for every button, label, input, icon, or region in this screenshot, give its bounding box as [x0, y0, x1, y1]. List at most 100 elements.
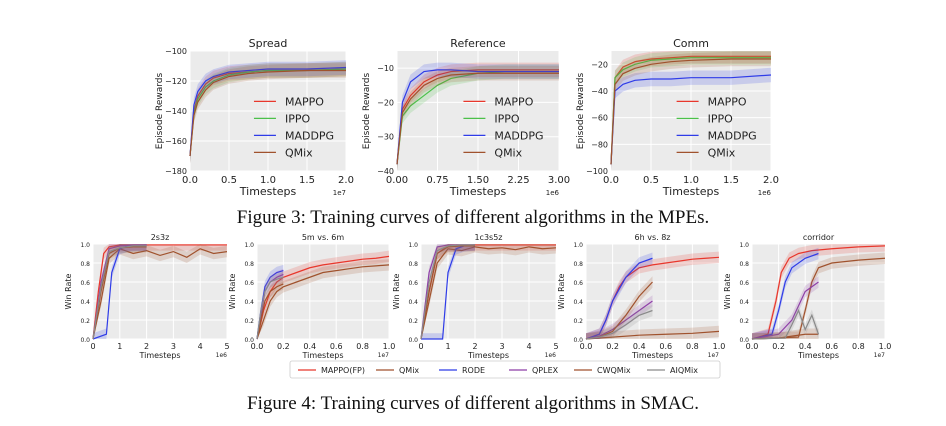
chart-title: Spread	[249, 37, 288, 50]
x-tick-label: 0.5	[221, 175, 237, 186]
x-tick-label: 0.0	[746, 342, 759, 351]
y-tick-label: 0.6	[408, 280, 418, 287]
y-tick-label: 0.4	[573, 299, 583, 306]
x-axis-label: Timesteps	[631, 351, 673, 360]
y-tick-label: −120	[165, 77, 187, 86]
x-tick-label: 1.0	[383, 342, 396, 351]
series-band-MAPPO(FP)	[586, 251, 719, 339]
series-line-AIQMix	[751, 308, 820, 340]
x-tick-label: 3.00	[548, 175, 570, 186]
x-axis-label: Timesteps	[301, 351, 343, 360]
y-tick-label: 1.0	[80, 242, 90, 249]
series-band-MAPPO	[190, 61, 346, 164]
x-scale-label: 1e6	[546, 189, 560, 197]
legend-label-RODE: RODE	[462, 366, 485, 375]
x-axis-label: Timesteps	[449, 185, 507, 198]
y-tick-label: 0.8	[573, 261, 583, 268]
x-tick-label: 0.4	[799, 342, 812, 351]
plot-background	[586, 244, 719, 339]
y-tick-label: −140	[165, 107, 187, 116]
x-axis-label: Timesteps	[797, 351, 839, 360]
x-tick-label: 0.2	[772, 342, 785, 351]
y-axis-label: Episode Rewards	[576, 72, 586, 149]
series-band-AIQMix	[93, 244, 147, 339]
x-axis-label: Timesteps	[662, 185, 720, 198]
x-tick-label: 1.0	[879, 342, 892, 351]
x-scale-label: 1e7	[874, 352, 886, 359]
x-tick-label: 0.0	[182, 175, 198, 186]
legend-box	[289, 360, 721, 379]
series-band-MAPPO(FP)	[752, 244, 885, 339]
x-scale-label: 1e7	[333, 189, 346, 197]
x-tick-label: 0.4	[303, 342, 316, 351]
figure4-caption: Figure 4: Training curves of different a…	[247, 393, 699, 414]
x-scale-label: 1e6	[545, 352, 557, 359]
chart-0: 0.0 0.5 1.0 1.5 2.0 −180 −160 −140 −120 −100 Sprea…	[155, 37, 354, 198]
chart-title: Reference	[450, 37, 506, 50]
y-tick-label: 0.6	[80, 280, 90, 287]
y-tick-label: 0.8	[244, 261, 254, 268]
x-tick-label: 0.8	[852, 342, 865, 351]
series-band-CWQMix	[257, 278, 284, 339]
legend-label-IPPO: IPPO	[708, 112, 734, 125]
series-line-QMix	[256, 264, 390, 340]
y-tick-label: 0.4	[244, 299, 254, 306]
chart-2: 0.0 0.5 1.0 1.5 2.0 −100 −80 −60 −40 −20 Comm Times…	[576, 37, 779, 198]
legend-label-MADDPG: MADDPG	[285, 129, 334, 142]
y-tick-label: 1.0	[244, 242, 254, 249]
series-band-RODE	[752, 247, 819, 339]
y-tick-label: −20	[377, 98, 394, 107]
y-tick-label: 0.6	[739, 280, 749, 287]
chart-title: 1c3s5z	[474, 233, 502, 242]
y-tick-label: −60	[591, 114, 608, 123]
plot-background	[257, 244, 389, 339]
series-line-MADDPG	[610, 74, 772, 165]
y-tick-label: −10	[377, 64, 394, 73]
y-tick-label: 0.0	[80, 337, 90, 344]
x-tick-label: 0	[418, 342, 423, 351]
series-line-CWQMix	[92, 246, 147, 340]
series-band-MADDPG	[611, 67, 771, 171]
y-tick-label: 1.0	[739, 242, 749, 249]
series-band-QPLEX	[586, 295, 653, 339]
x-axis-label: Timesteps	[138, 351, 180, 360]
chart-6: 0.0 0.2 0.4 0.6 0.8 1.0 0.0 0.2 0.4 0.6 0.8 1.0 6h v…	[557, 233, 725, 360]
series-line-QMix	[396, 72, 559, 165]
chart-title: 6h vs. 8z	[635, 233, 671, 242]
series-band-IPPO	[397, 64, 559, 171]
legend-label-MADDPG: MADDPG	[494, 129, 543, 142]
chart-title: corridor	[803, 233, 835, 242]
y-tick-label: −100	[165, 47, 187, 56]
series-line-CWQMix	[256, 283, 284, 340]
x-axis-label: Timesteps	[467, 351, 509, 360]
series-line-QPLEX	[92, 244, 147, 340]
series-line-QMix	[189, 69, 346, 157]
series-line-QPLEX	[751, 281, 819, 340]
y-axis-label: Episode Rewards	[155, 72, 165, 149]
y-axis-label: Episode Rewards	[362, 72, 372, 149]
x-scale-label: 1e6	[216, 352, 228, 359]
x-tick-label: 0.6	[659, 342, 672, 351]
series-line-RODE	[585, 257, 653, 340]
y-tick-label: 0.2	[573, 318, 583, 325]
legend-label-QMix: QMix	[708, 146, 736, 159]
y-tick-label: 0.2	[739, 318, 749, 325]
series-line-QMix	[751, 257, 886, 340]
x-tick-label: 0.2	[277, 342, 290, 351]
series-band-MAPPO	[611, 51, 771, 171]
x-axis-label: Timesteps	[239, 185, 297, 198]
series-line-QMix	[92, 248, 228, 340]
series-band-QMix	[752, 252, 885, 339]
legend-label-QPLEX: QPLEX	[532, 366, 559, 375]
y-tick-label: −160	[165, 137, 187, 146]
series-band-QMix	[190, 63, 346, 164]
series-line-AIQMix	[92, 245, 147, 340]
x-tick-label: 1.0	[713, 342, 726, 351]
series-line-AIQMix	[585, 309, 653, 340]
x-tick-label: 0.6	[825, 342, 838, 351]
y-tick-label: −100	[586, 167, 608, 176]
series-line-RODE	[751, 252, 819, 340]
y-tick-label: 0.2	[244, 318, 254, 325]
series-band-MAPPO(FP)	[93, 244, 227, 339]
series-line-QMix	[585, 330, 720, 340]
